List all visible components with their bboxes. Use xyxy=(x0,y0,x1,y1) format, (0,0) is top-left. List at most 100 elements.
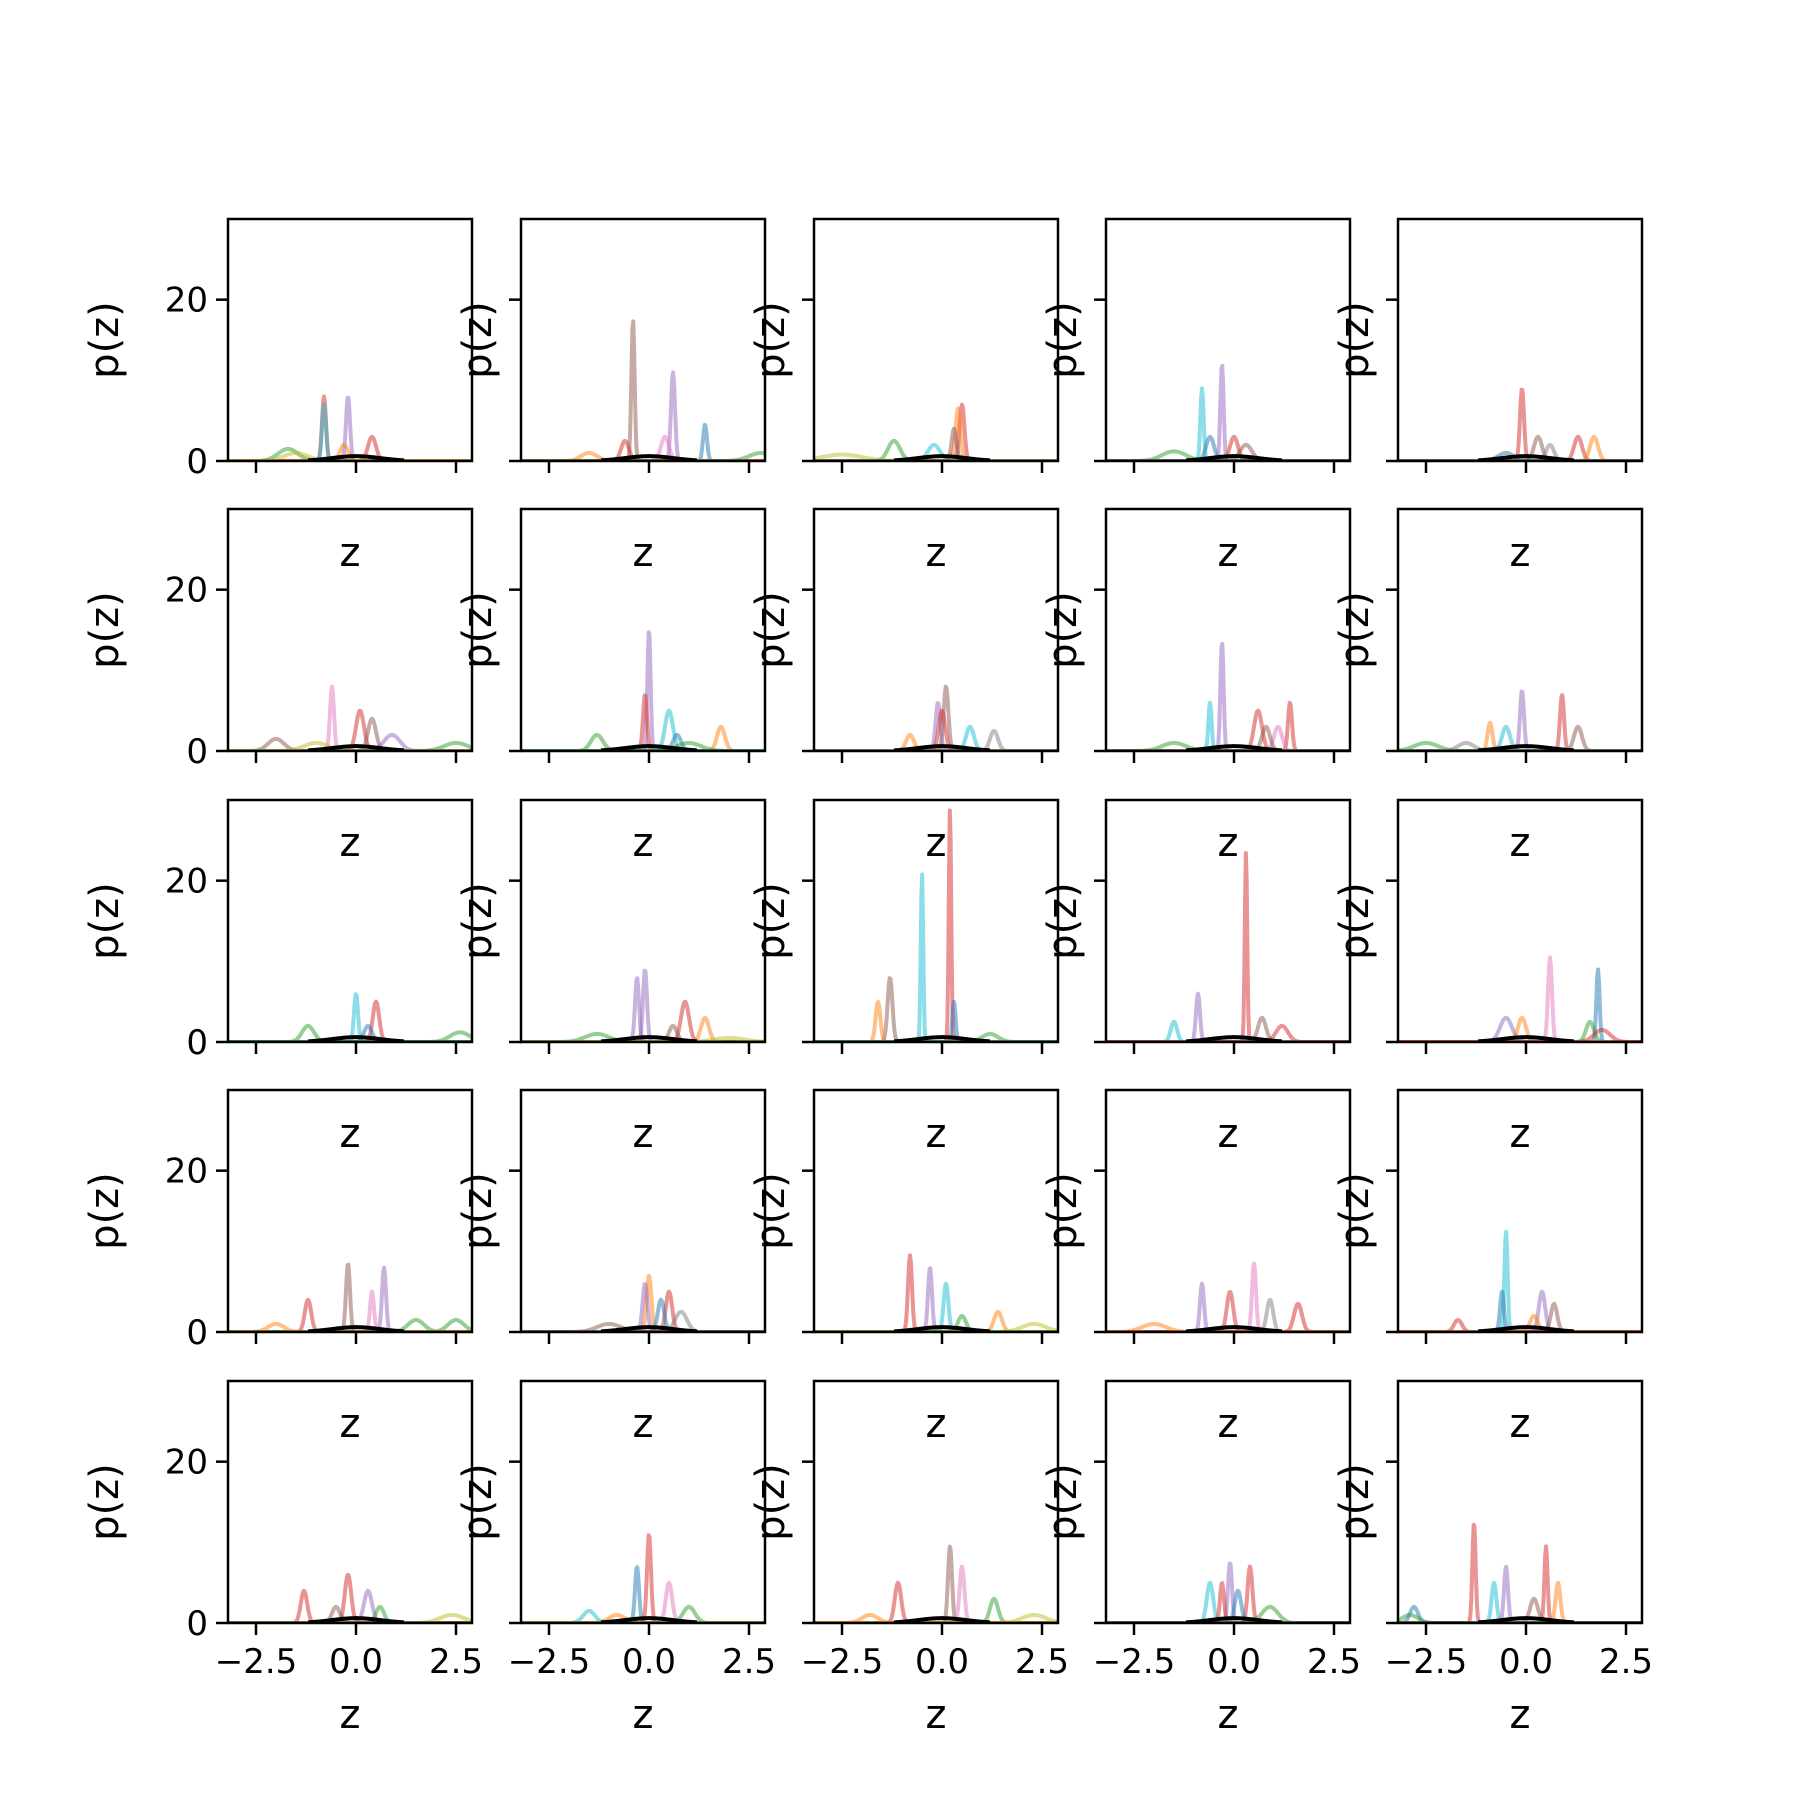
x-tick-label: 2.5 xyxy=(1015,1642,1069,1682)
axes-frame xyxy=(812,217,1060,463)
x-axis-label: z xyxy=(926,820,947,866)
y-axis-label: p(z) xyxy=(748,882,794,960)
x-axis-label: z xyxy=(340,1111,361,1157)
reference-curve xyxy=(893,1325,991,1332)
x-axis-label: z xyxy=(633,530,654,576)
subplot-r2-c5: z p(z) xyxy=(1332,507,1644,866)
pdf-curve xyxy=(814,452,1058,461)
subplot-r1-c1: 0 20 z p(z) xyxy=(82,217,474,576)
y-tick-label: 20 xyxy=(165,1152,208,1192)
y-tick-label: 0 xyxy=(186,732,208,772)
reference-curve xyxy=(1477,454,1575,461)
y-axis-label: p(z) xyxy=(1332,301,1378,379)
subplot-r1-c3: z p(z) xyxy=(748,217,1060,576)
y-axis-label: p(z) xyxy=(1040,591,1086,669)
y-tick-label: 20 xyxy=(165,862,208,902)
pdf-curve xyxy=(814,442,1058,461)
x-tick-label: −2.5 xyxy=(801,1642,884,1682)
axes-frame xyxy=(1104,507,1352,753)
subplot-r1-c2: z p(z) xyxy=(455,217,767,576)
x-axis-label: z xyxy=(340,1692,361,1738)
pdf-curve xyxy=(228,736,472,751)
reference-curve xyxy=(1185,1325,1283,1332)
axes-frame xyxy=(519,1379,767,1625)
subplot-r5-c4: −2.5 0.0 2.5 z p(z) xyxy=(1040,1379,1361,1738)
pdf-curve xyxy=(228,395,472,461)
axes-frame xyxy=(226,798,474,1044)
axes-frame xyxy=(1104,1379,1352,1625)
axes-frame xyxy=(519,798,767,1044)
reference-curve xyxy=(600,1035,698,1042)
pdf-curve xyxy=(1398,689,1642,751)
axes-frame xyxy=(812,507,1060,753)
pdf-curve xyxy=(1398,740,1642,751)
pdf-curve xyxy=(1398,387,1642,461)
axes-frame xyxy=(226,1379,474,1625)
pdf-curve xyxy=(814,1321,1058,1332)
axes-frame xyxy=(226,217,474,463)
y-axis-label: p(z) xyxy=(455,1172,501,1250)
reference-curve xyxy=(1477,1325,1575,1332)
x-axis-label: z xyxy=(926,1111,947,1157)
x-tick-label: −2.5 xyxy=(215,1642,298,1682)
x-tick-label: −2.5 xyxy=(508,1642,591,1682)
pdf-curve xyxy=(1106,1321,1350,1332)
axes-frame xyxy=(519,1088,767,1334)
y-axis-label: p(z) xyxy=(455,1463,501,1541)
axes-frame xyxy=(812,1088,1060,1334)
x-axis-label: z xyxy=(633,1692,654,1738)
reference-curve xyxy=(1477,1616,1575,1623)
reference-curve xyxy=(600,744,698,751)
pdf-curve xyxy=(814,701,1058,751)
pdf-curve xyxy=(228,1262,472,1332)
subplot-r4-c2: z p(z) xyxy=(455,1088,767,1447)
axes-frame xyxy=(1396,798,1644,1044)
series-group xyxy=(1398,387,1642,461)
axes-frame xyxy=(812,1379,1060,1625)
x-tick-label: 2.5 xyxy=(1307,1642,1361,1682)
pdf-curve xyxy=(1398,1015,1642,1042)
y-axis-label: p(z) xyxy=(1040,1463,1086,1541)
reference-curve xyxy=(893,1616,991,1623)
x-axis-label: z xyxy=(1510,1692,1531,1738)
y-axis-label: p(z) xyxy=(1332,1463,1378,1541)
y-axis-label: p(z) xyxy=(1040,1172,1086,1250)
reference-curve xyxy=(893,454,991,461)
subplot-r1-c4: z p(z) xyxy=(1040,217,1352,576)
axes-frame xyxy=(519,507,767,753)
y-axis-label: p(z) xyxy=(455,301,501,379)
x-axis-label: z xyxy=(926,1401,947,1447)
x-tick-label: 0.0 xyxy=(915,1642,969,1682)
reference-curve xyxy=(600,1616,698,1623)
series-group xyxy=(1106,851,1350,1042)
reference-curve xyxy=(893,744,991,751)
pdf-curve xyxy=(521,968,765,1042)
reference-curve xyxy=(307,454,405,461)
subplot-r4-c3: z p(z) xyxy=(748,1088,1060,1447)
subplot-r5-c2: −2.5 0.0 2.5 z p(z) xyxy=(455,1379,776,1738)
y-axis-label: p(z) xyxy=(1332,882,1378,960)
axes-frame xyxy=(1396,1088,1644,1334)
y-axis-label: p(z) xyxy=(748,591,794,669)
x-axis-label: z xyxy=(1510,820,1531,866)
y-tick-label: 0 xyxy=(186,1604,208,1644)
reference-curve xyxy=(1185,1035,1283,1042)
subplot-r2-c4: z p(z) xyxy=(1040,507,1352,866)
y-axis-label: p(z) xyxy=(82,301,128,379)
x-tick-label: 2.5 xyxy=(722,1642,776,1682)
y-axis-label: p(z) xyxy=(1040,301,1086,379)
reference-curve xyxy=(307,1325,405,1332)
pdf-curve xyxy=(1398,434,1642,461)
y-axis-label: p(z) xyxy=(1332,591,1378,669)
x-axis-label: z xyxy=(340,530,361,576)
reference-curve xyxy=(1477,1035,1575,1042)
pdf-curve xyxy=(1106,1289,1350,1332)
pdf-curve xyxy=(521,693,765,751)
subplot-r1-c5: z p(z) xyxy=(1332,217,1644,576)
reference-curve xyxy=(307,1616,405,1623)
reference-curve xyxy=(307,744,405,751)
pdf-curve xyxy=(521,1273,765,1332)
pdf-curve xyxy=(228,1321,472,1332)
x-axis-label: z xyxy=(1218,820,1239,866)
subplot-r2-c2: z p(z) xyxy=(455,507,767,866)
